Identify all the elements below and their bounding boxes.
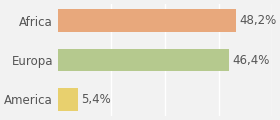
Bar (58, 49, 229, 71)
Text: 48,2%: 48,2% (239, 14, 276, 27)
Bar (58, 88, 78, 111)
Bar (58, 9, 236, 32)
Text: 5,4%: 5,4% (81, 93, 110, 106)
Text: 46,4%: 46,4% (232, 54, 270, 66)
